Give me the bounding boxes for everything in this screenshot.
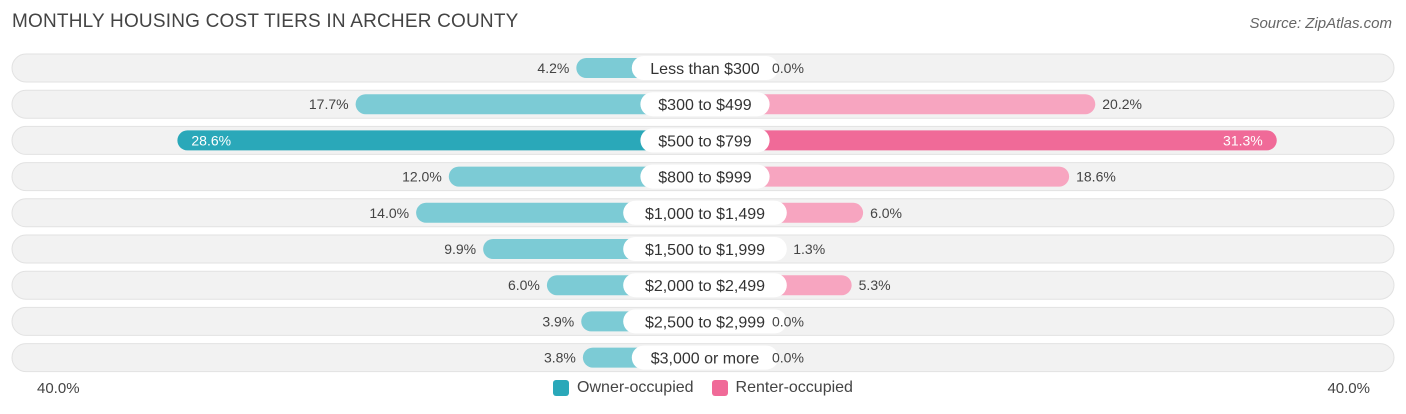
- value-label-owner: 3.8%: [544, 350, 576, 366]
- chart-canvas: Less than $300 4.2% 0.0% $300 to $499 17.7% 2…: [11, 53, 1395, 373]
- category-pill: [623, 237, 787, 261]
- value-label-renter: 18.6%: [1076, 169, 1116, 185]
- category-label: $500 to $799: [658, 133, 752, 150]
- value-label-owner: 9.9%: [444, 241, 476, 257]
- bar-owner: [177, 130, 705, 151]
- legend-label-owner: Owner-occupied: [577, 379, 694, 396]
- value-label-renter: 1.3%: [793, 241, 825, 257]
- bar-renter: [705, 94, 1096, 115]
- category-pill: [631, 56, 779, 80]
- value-label-owner: 3.9%: [542, 313, 574, 329]
- bar-renter: [705, 130, 1277, 151]
- category-pill: [640, 92, 770, 117]
- value-label-renter: 20.2%: [1102, 96, 1142, 112]
- legend-swatch-renter: [711, 380, 728, 396]
- value-label-renter: 6.0%: [870, 205, 902, 221]
- legend-swatch-owner: [553, 380, 570, 396]
- legend-label-renter: Renter-occupied: [735, 379, 853, 396]
- category-pill: [631, 345, 779, 370]
- category-pill: [640, 128, 770, 153]
- value-label-renter: 0.0%: [772, 60, 804, 76]
- axis-label-right: 40.0%: [1327, 380, 1370, 397]
- category-label: $300 to $499: [658, 97, 752, 114]
- category-label: Less than $300: [650, 61, 760, 78]
- bar-owner: [355, 94, 705, 115]
- category-label: $2,000 to $2,499: [645, 278, 765, 295]
- legend-item-owner: Owner-occupied: [553, 379, 694, 397]
- value-label-owner: 6.0%: [508, 277, 540, 293]
- value-label-owner: 28.6%: [191, 132, 231, 148]
- category-pill: [640, 164, 770, 189]
- value-label-owner: 12.0%: [402, 169, 442, 185]
- legend-item-renter: Renter-occupied: [711, 379, 853, 397]
- bar-owner: [448, 166, 705, 187]
- category-pill: [623, 200, 787, 225]
- category-pill: [623, 273, 787, 298]
- category-label: $800 to $999: [658, 170, 752, 187]
- category-label: $2,500 to $2,999: [645, 314, 765, 331]
- value-label-renter: 0.0%: [772, 350, 804, 366]
- category-label: $3,000 or more: [651, 351, 760, 368]
- value-label-renter: 31.3%: [1223, 132, 1263, 148]
- value-label-owner: 17.7%: [309, 96, 349, 112]
- category-label: $1,000 to $1,499: [645, 206, 765, 223]
- chart-title: MONTHLY HOUSING COST TIERS IN ARCHER COU…: [12, 11, 519, 32]
- value-label-owner: 4.2%: [537, 60, 569, 76]
- category-label: $1,500 to $1,999: [645, 242, 765, 259]
- legend: Owner-occupied Renter-occupied: [0, 379, 1406, 397]
- value-label-renter: 0.0%: [772, 313, 804, 329]
- value-label-renter: 5.3%: [859, 277, 891, 293]
- source-label: Source: ZipAtlas.com: [1249, 15, 1392, 32]
- value-label-owner: 14.0%: [369, 205, 409, 221]
- axis-label-left: 40.0%: [37, 380, 80, 397]
- category-pill: [623, 309, 787, 334]
- bar-renter: [705, 166, 1070, 187]
